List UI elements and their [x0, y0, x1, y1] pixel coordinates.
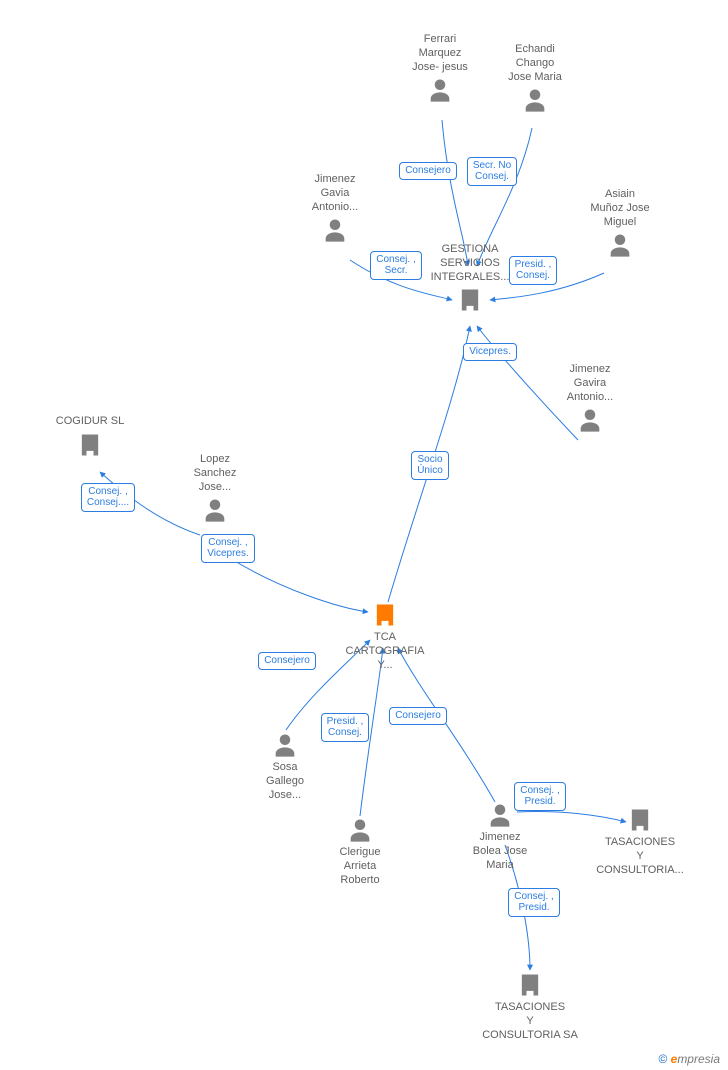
node-jgavia[interactable]: Jimenez Gavia Antonio... — [312, 173, 358, 246]
edge-label-tca-gestiona: Socio Único — [411, 451, 449, 480]
footer-brand: © empresia — [658, 1052, 720, 1066]
copyright-symbol: © — [658, 1052, 667, 1066]
node-label: Lopez Sanchez Jose... — [194, 453, 237, 494]
node-asiain[interactable]: Asiain Muñoz Jose Miguel — [590, 188, 649, 261]
edge-label-jbolea-tca: Consejero — [389, 707, 447, 725]
edge-label-lopez-tca: Consej. , Vicepres. — [201, 534, 255, 563]
node-jgavira[interactable]: Jimenez Gavira Antonio... — [567, 363, 613, 436]
building-icon — [56, 431, 124, 459]
building-icon — [482, 971, 578, 999]
edge-label-asiain-gestiona: Presid. , Consej. — [509, 256, 558, 285]
brand-rest: mpresia — [677, 1052, 720, 1066]
edge-label-ferrari-gestiona: Consejero — [399, 162, 457, 180]
node-cogidur[interactable]: COGIDUR SL — [56, 415, 124, 461]
node-echandi[interactable]: Echandi Chango Jose Maria — [508, 43, 562, 116]
node-label: Asiain Muñoz Jose Miguel — [590, 188, 649, 229]
node-tasac2[interactable]: TASACIONES Y CONSULTORIA SA — [482, 969, 578, 1042]
person-icon — [194, 496, 237, 524]
person-icon — [340, 816, 381, 844]
person-icon — [508, 86, 562, 114]
node-gestiona[interactable]: GESTIONA SERVICIOS INTEGRALES... — [431, 243, 510, 316]
edge-label-sosa-tca: Consejero — [258, 652, 316, 670]
network-edges — [0, 0, 728, 1070]
building-icon — [596, 806, 684, 834]
node-sosa[interactable]: Sosa Gallego Jose... — [266, 729, 304, 802]
node-label: Ferrari Marquez Jose- jesus — [412, 33, 468, 74]
node-label: Sosa Gallego Jose... — [266, 761, 304, 802]
node-label: TCA CARTOGRAFIA Y... — [345, 631, 424, 672]
node-clerigue[interactable]: Clerigue Arrieta Roberto — [340, 814, 381, 887]
edge-label-echandi-gestiona: Secr. No Consej. — [467, 157, 517, 186]
node-label: TASACIONES Y CONSULTORIA SA — [482, 1001, 578, 1042]
person-icon — [312, 216, 358, 244]
person-icon — [266, 731, 304, 759]
person-icon — [567, 406, 613, 434]
node-label: Clerigue Arrieta Roberto — [340, 846, 381, 887]
edge-label-jgavia-gestiona: Consej. , Secr. — [370, 251, 421, 280]
edge-label-jbolea-tasac1: Consej. , Presid. — [514, 782, 565, 811]
person-icon — [412, 76, 468, 104]
node-tca[interactable]: TCA CARTOGRAFIA Y... — [345, 599, 424, 672]
node-label: Jimenez Gavia Antonio... — [312, 173, 358, 214]
person-icon — [590, 231, 649, 259]
node-label: Echandi Chango Jose Maria — [508, 43, 562, 84]
node-label: GESTIONA SERVICIOS INTEGRALES... — [431, 243, 510, 284]
edge-label-lopez-cogidur: Consej. , Consej.... — [81, 483, 135, 512]
edge-label-jgavira-gestiona: Vicepres. — [463, 343, 517, 361]
building-icon — [431, 286, 510, 314]
node-ferrari[interactable]: Ferrari Marquez Jose- jesus — [412, 33, 468, 106]
edge-label-jbolea-tasac2: Consej. , Presid. — [508, 888, 559, 917]
node-label: COGIDUR SL — [56, 415, 124, 429]
node-label: Jimenez Gavira Antonio... — [567, 363, 613, 404]
node-label: TASACIONES Y CONSULTORIA... — [596, 836, 684, 877]
node-lopez[interactable]: Lopez Sanchez Jose... — [194, 453, 237, 526]
building-icon — [345, 601, 424, 629]
edge-label-clerigue-tca: Presid. , Consej. — [321, 713, 370, 742]
node-tasac1[interactable]: TASACIONES Y CONSULTORIA... — [596, 804, 684, 877]
node-label: Jimenez Bolea Jose Maria — [473, 831, 527, 872]
